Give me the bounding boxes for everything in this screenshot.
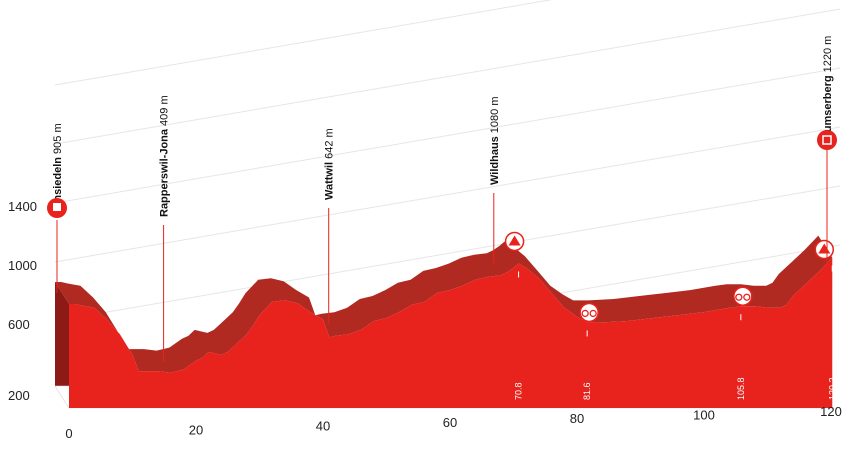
location-label: Rapperswil-Jona 409 m: [159, 95, 171, 217]
finish-icon: [822, 135, 832, 145]
y-tick-label: 200: [8, 388, 30, 403]
locations: Einsiedeln 905 m Rapperswil-Jona 409 m Wattw…: [47, 36, 837, 362]
gridline-600: [54, 185, 841, 322]
location-name: Einsiedeln: [52, 157, 64, 212]
km-markers: 70.8 81.6 105.8 120.2: [504, 231, 837, 400]
finish-icon: [817, 130, 837, 150]
mountain-icon: [508, 235, 521, 246]
y-tick-label: 1400: [8, 199, 37, 214]
x-tick-label: 80: [570, 411, 584, 426]
gridline-upper: [54, 8, 841, 145]
km-marker-label: 105.8: [736, 377, 746, 400]
location-label: Einsiedeln 905 m: [52, 123, 64, 212]
x-tick-label: 20: [189, 422, 203, 437]
km-marker-label: 70.8: [514, 382, 524, 400]
x-tick-label: 60: [443, 415, 457, 430]
location-altitude: 642 m: [324, 128, 336, 159]
location-label: Wattwil 642 m: [324, 128, 336, 200]
gridline-upper: [54, 0, 553, 86]
km-marker-label: 81.6: [582, 382, 592, 400]
sprint-icon: [735, 293, 743, 301]
y-tick-label: 600: [8, 317, 30, 332]
location-altitude: 1080 m: [489, 97, 501, 134]
y-tick-label: 1000: [8, 258, 37, 273]
x-tick-label: 100: [693, 408, 715, 423]
location-name: Wildhaus: [489, 136, 501, 185]
x-tick-label: 0: [65, 426, 72, 441]
location-name: Rapperswil-Jona: [159, 128, 171, 217]
gridline-1400: [54, 67, 841, 204]
x-tick-label: 40: [316, 419, 330, 434]
location-name: Wattwil: [324, 162, 336, 200]
profile: [54, 235, 833, 409]
profile-side-face: [55, 282, 69, 408]
location-label: Wildhaus 1080 m: [489, 97, 501, 186]
gridline-1000: [54, 126, 841, 263]
sprint-icon: [589, 309, 597, 318]
location-altitude: 409 m: [159, 95, 171, 126]
sprint-icon: [581, 309, 589, 318]
profile-top-surface: [55, 235, 833, 373]
sprint-icon: [743, 293, 751, 301]
location-label: Flumserberg 1220 m: [822, 36, 834, 142]
start-flag-icon: [53, 203, 61, 211]
location-name: Flumserberg: [822, 75, 834, 142]
profile-front-face: [69, 257, 833, 408]
x-tick-label: 120: [820, 404, 842, 419]
axis-ticks: 200 600 1000 1400 0 20 40 60 80 100 120: [8, 199, 842, 441]
location-altitude: 1220 m: [822, 36, 834, 73]
location-altitude: 905 m: [52, 123, 64, 154]
km-marker-label: 120.2: [827, 377, 837, 400]
